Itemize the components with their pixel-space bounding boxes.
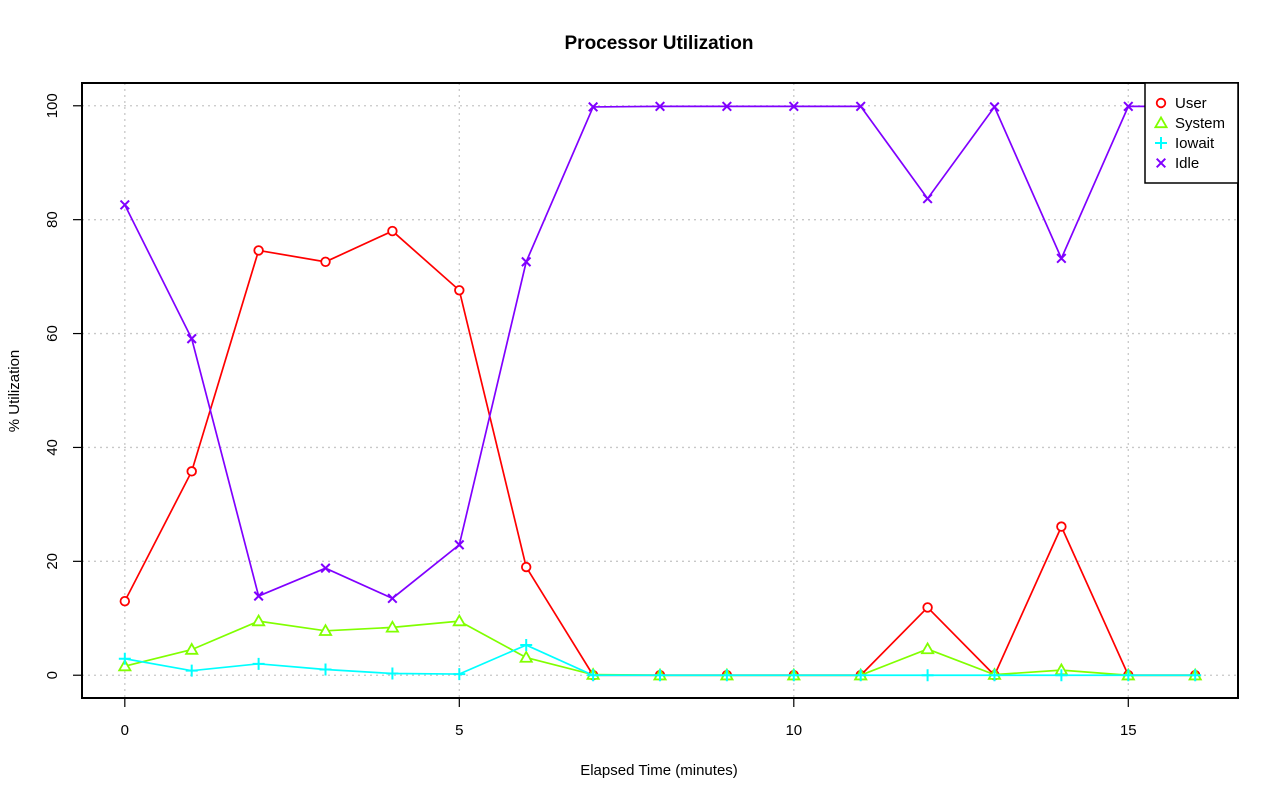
data-point-iowait [453,668,466,681]
data-point-idle [1056,253,1067,264]
data-point-idle [721,101,732,112]
x-tick-label: 5 [455,722,463,739]
data-point-iowait [185,664,198,677]
y-tick-label: 20 [44,553,61,570]
data-point-user [521,561,532,573]
y-tick-label: 100 [44,93,61,118]
legend-marker-user [1155,97,1167,109]
series-line-system [124,620,1196,677]
y-axis-label: % Utilization [6,350,23,433]
data-point-user [253,245,264,256]
series-user [119,225,1201,681]
legend-item-user: User [1155,95,1207,112]
data-point-iowait [654,669,666,682]
series-line-user [124,230,1196,677]
data-point-user [387,225,398,237]
data-point-idle [521,256,532,267]
data-point-iowait [1055,669,1068,682]
data-point-iowait [787,669,800,682]
data-point-user [922,602,933,613]
data-point-system [184,642,199,655]
data-point-iowait [252,657,265,670]
legend-label-user: User [1175,95,1207,112]
data-point-idle [989,101,1000,112]
legend: User System Iowait Idle [1144,82,1239,184]
grid [82,83,1238,698]
data-point-idle [387,593,398,604]
data-point-idle [922,193,933,204]
legend-marker-system [1153,115,1169,129]
data-point-system [318,623,333,636]
data-point-user [320,256,331,268]
series-group [117,101,1203,682]
x-tick-label: 0 [121,722,129,739]
y-tick-label: 80 [44,211,61,228]
data-point-iowait [854,669,867,682]
legend-label-idle: Idle [1175,155,1199,172]
data-point-user [454,285,465,296]
series-idle [119,101,1201,604]
data-point-iowait [921,669,934,682]
series-line-idle [124,105,1196,600]
data-point-idle [253,591,264,602]
x-tick-label: 10 [785,722,802,739]
y-tick-label: 60 [44,325,61,342]
data-point-idle [788,101,799,112]
legend-marker-idle [1155,157,1167,169]
data-point-user [119,595,131,607]
x-tick-label: 15 [1120,722,1137,739]
data-point-system [251,613,266,627]
data-point-system [452,613,467,627]
y-tick-label: 40 [44,439,61,456]
data-point-iowait [319,663,332,676]
data-point-iowait [1189,669,1202,682]
data-point-iowait [1122,669,1135,682]
data-point-iowait [118,652,131,665]
legend-marker-iowait [1155,137,1167,149]
data-point-user [1056,521,1067,532]
data-point-system [117,658,132,672]
data-point-system [920,641,935,655]
data-point-iowait [386,667,399,680]
data-point-idle [654,101,666,112]
data-point-idle [454,539,465,550]
data-point-system [385,619,400,633]
legend-item-system: System [1153,115,1225,132]
data-point-idle [320,563,331,574]
x-axis-label: Elapsed Time (minutes) [580,762,738,779]
data-point-iowait [520,639,533,652]
data-point-iowait [988,669,1001,682]
chart-title: Processor Utilization [565,33,754,54]
data-point-iowait [587,669,600,682]
data-point-idle [186,333,197,344]
data-point-idle [855,101,866,112]
data-point-system [519,650,534,663]
data-point-idle [588,101,599,112]
series-iowait [118,639,1202,682]
data-point-iowait [720,669,733,682]
plot-frame [81,82,1239,699]
legend-item-iowait: Iowait [1155,135,1215,152]
data-point-idle [1123,101,1134,112]
legend-label-iowait: Iowait [1175,135,1215,152]
legend-label-system: System [1175,115,1225,132]
axes: 0 5 10 15 0 20 40 60 80 100 [44,93,1137,739]
legend-item-idle: Idle [1155,155,1199,172]
data-point-idle [119,199,130,210]
data-point-user [186,466,197,477]
y-tick-label: 0 [44,671,61,679]
